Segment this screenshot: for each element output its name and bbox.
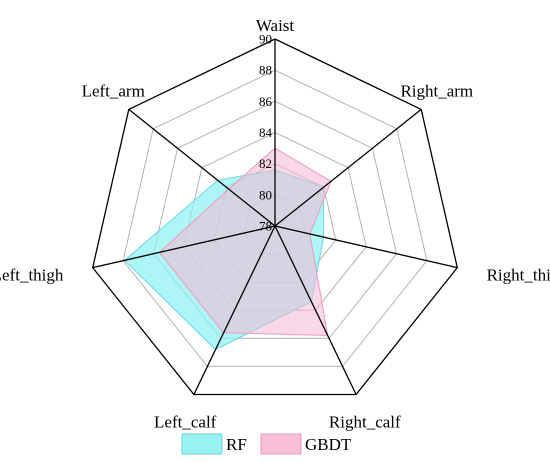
tick-label: 90: [259, 32, 272, 47]
axis-label-right-calf: Right_calf: [329, 413, 401, 432]
axis-label-right-thigh: Right_thigh: [487, 265, 550, 284]
tick-label: 84: [259, 125, 273, 140]
axis-label-right-arm: Right_arm: [400, 82, 473, 101]
tick-label: 80: [259, 187, 272, 202]
axis-spoke: [128, 108, 276, 227]
legend-label-gbdt: GBDT: [305, 435, 352, 454]
axis-spoke: [274, 108, 422, 227]
legend-label-rf: RF: [226, 435, 247, 454]
tick-label: 78: [259, 219, 272, 234]
axis-label-waist: Waist: [256, 16, 295, 35]
axis-spokes: [92, 39, 458, 395]
grid-ring: [152, 100, 398, 339]
tick-labels: 78 80 82 84 86 88 90: [259, 32, 273, 234]
tick-label: 86: [259, 94, 273, 109]
legend-swatch-rf: [181, 433, 223, 455]
axis-spoke: [274, 225, 357, 395]
axis-spoke: [274, 225, 458, 269]
series-area-gbdt: [158, 147, 332, 337]
grid-ring: [122, 69, 428, 367]
series-areas: [123, 147, 332, 351]
axis-label-left-calf: Left_calf: [154, 413, 217, 432]
outer-ring: [91, 38, 459, 396]
tick-label: 88: [259, 63, 272, 78]
tick-label: 82: [259, 156, 272, 171]
axis-labels: Waist Right_arm Right_thigh Right_calf Left_…: [0, 16, 550, 432]
legend-swatch-gbdt: [260, 433, 302, 455]
axis-spoke: [193, 225, 276, 395]
legend: RF GBDT: [181, 433, 352, 455]
axis-label-left-thigh: Left_thigh: [0, 265, 64, 284]
axis-spoke: [92, 225, 276, 269]
axis-label-left-arm: Left_arm: [82, 82, 145, 101]
